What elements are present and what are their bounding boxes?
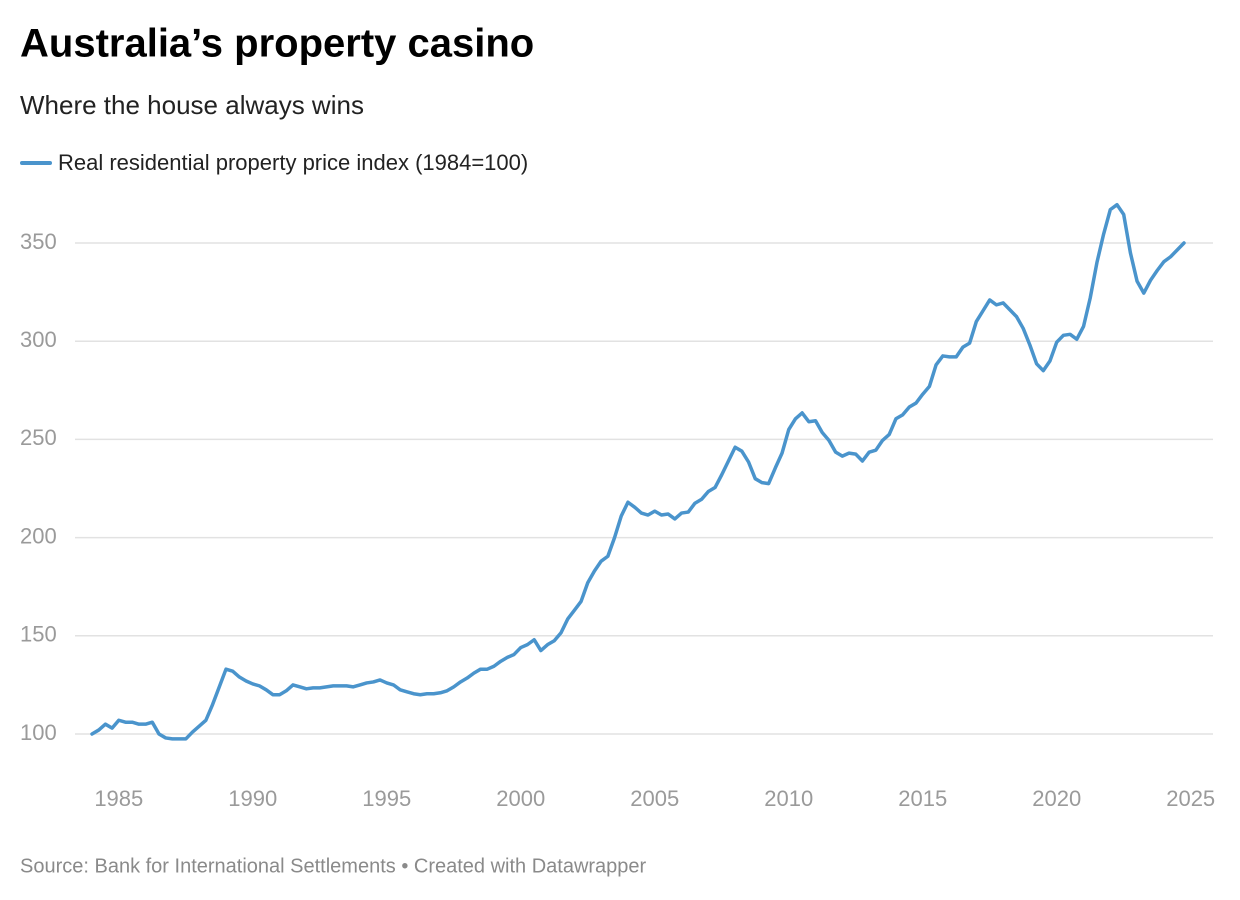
y-tick-label: 300 bbox=[20, 327, 57, 352]
x-tick-label: 2015 bbox=[898, 786, 947, 811]
x-tick-label: 1985 bbox=[94, 786, 143, 811]
x-tick-label: 2025 bbox=[1166, 786, 1215, 811]
x-tick-label: 1990 bbox=[228, 786, 277, 811]
y-tick-label: 250 bbox=[20, 425, 57, 450]
x-tick-label: 2020 bbox=[1032, 786, 1081, 811]
y-tick-label: 150 bbox=[20, 622, 57, 647]
chart-subtitle: Where the house always wins bbox=[20, 90, 364, 120]
x-tick-label: 2005 bbox=[630, 786, 679, 811]
y-tick-label: 100 bbox=[20, 720, 57, 745]
legend-label: Real residential property price index (1… bbox=[58, 150, 528, 175]
chart-title: Australia’s property casino bbox=[20, 22, 534, 66]
source-note: Source: Bank for International Settlemen… bbox=[20, 855, 647, 877]
y-tick-label: 350 bbox=[20, 229, 57, 254]
x-tick-label: 1995 bbox=[362, 786, 411, 811]
x-tick-label: 2000 bbox=[496, 786, 545, 811]
data-line bbox=[90, 202, 1186, 741]
x-tick-label: 2010 bbox=[764, 786, 813, 811]
y-tick-label: 200 bbox=[20, 523, 57, 548]
